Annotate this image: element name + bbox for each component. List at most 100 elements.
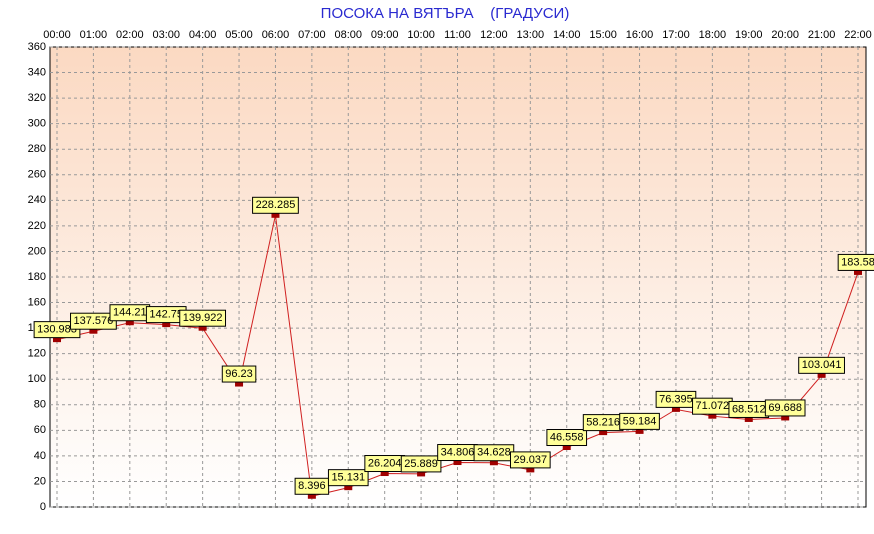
y-tick-label: 120 (28, 348, 46, 360)
y-tick-label: 220 (28, 220, 46, 232)
data-label-box (179, 309, 227, 327)
x-tick-label: 06:00 (262, 29, 290, 41)
x-tick-label: 17:00 (662, 29, 690, 41)
data-label-box (327, 469, 369, 487)
marker (489, 460, 498, 466)
x-tick-label: 12:00 (480, 29, 508, 41)
x-tick-label: 04:00 (189, 29, 217, 41)
marker (380, 471, 389, 477)
y-tick-label: 0 (40, 501, 46, 513)
x-tick-label: 08:00 (335, 29, 363, 41)
y-tick-label: 340 (28, 66, 46, 78)
x-tick-label: 10:00 (407, 29, 435, 41)
marker (89, 328, 98, 334)
marker (271, 212, 280, 218)
marker (817, 372, 826, 378)
x-tick-label: 16:00 (626, 29, 654, 41)
data-label: 142.75 (149, 309, 183, 321)
y-tick-label: 300 (28, 118, 46, 130)
data-label-box (546, 429, 588, 447)
marker (125, 320, 134, 326)
data-label: 15.131 (331, 472, 365, 484)
x-tick-label: 03:00 (152, 29, 180, 41)
y-tick-label: 180 (28, 271, 46, 283)
x-tick-label: 13:00 (517, 29, 545, 41)
data-label: 103.041 (802, 359, 842, 371)
x-tick-label: 14:00 (553, 29, 581, 41)
data-label: 96.23 (225, 368, 253, 380)
data-label: 71.072 (696, 400, 730, 412)
data-label-box (509, 451, 551, 469)
x-tick-label: 11:00 (444, 29, 471, 41)
x-tick-label: 00:00 (43, 29, 71, 41)
marker (344, 485, 353, 491)
x-tick-label: 02:00 (116, 29, 144, 41)
marker (854, 269, 862, 275)
data-label-box (294, 477, 330, 495)
data-label-box (400, 455, 442, 473)
data-label: 46.558 (550, 431, 584, 443)
marker (198, 325, 207, 331)
data-label: 25.889 (404, 458, 438, 470)
data-label-box (764, 399, 806, 417)
marker (671, 406, 680, 412)
x-tick-label: 22:00 (844, 29, 872, 41)
marker (562, 445, 571, 451)
data-label: 34.806 (441, 446, 475, 458)
data-label: 69.688 (768, 402, 802, 414)
data-label: 34.628 (477, 447, 511, 459)
marker (53, 337, 61, 343)
data-label: 137.576 (74, 315, 114, 327)
data-label-box (221, 365, 257, 383)
marker (162, 322, 171, 328)
marker (744, 416, 753, 422)
y-tick-label: 160 (28, 296, 46, 308)
y-tick-label: 60 (34, 424, 46, 436)
data-label: 130.983 (37, 324, 77, 336)
y-tick-label: 320 (28, 92, 46, 104)
marker (599, 430, 608, 436)
data-label: 8.396 (298, 480, 326, 492)
data-label-box (252, 196, 299, 214)
data-label: 76.395 (659, 393, 693, 405)
data-label: 29.037 (513, 454, 547, 466)
data-label: 228.285 (256, 199, 296, 211)
chart-title: ПОСОКА НА ВЯТЪРА (ГРАДУСИ) (321, 5, 570, 22)
marker (708, 413, 717, 419)
data-label: 139.922 (183, 312, 223, 324)
x-tick-label: 07:00 (298, 29, 326, 41)
y-tick-label: 100 (28, 373, 46, 385)
data-label: 183.58 (841, 256, 874, 268)
marker (526, 467, 535, 473)
x-tick-label: 18:00 (699, 29, 727, 41)
data-label: 58.216 (586, 417, 620, 429)
y-tick-label: 20 (34, 475, 46, 487)
data-label: 68.512 (732, 403, 766, 415)
data-label-box (798, 356, 845, 374)
marker (635, 428, 644, 434)
y-tick-label: 240 (28, 194, 46, 206)
x-tick-label: 01:00 (80, 29, 108, 41)
y-tick-label: 80 (34, 399, 46, 411)
y-tick-label: 360 (28, 41, 46, 53)
y-tick-label: 200 (28, 245, 46, 257)
marker (417, 471, 426, 477)
marker (307, 493, 316, 499)
marker (781, 415, 790, 421)
data-label-box (619, 412, 660, 430)
x-tick-label: 05:00 (225, 29, 253, 41)
x-tick-label: 15:00 (589, 29, 617, 41)
x-tick-label: 19:00 (735, 29, 763, 41)
marker (453, 460, 462, 466)
x-tick-label: 09:00 (371, 29, 399, 41)
data-label-box (837, 253, 874, 271)
y-tick-label: 260 (28, 169, 46, 181)
x-tick-label: 21:00 (808, 29, 836, 41)
marker (235, 381, 244, 387)
data-label: 26.204 (368, 457, 402, 469)
x-tick-label: 20:00 (771, 29, 799, 41)
data-label: 59.184 (623, 415, 657, 427)
y-tick-label: 280 (28, 143, 46, 155)
y-tick-label: 40 (34, 450, 46, 462)
